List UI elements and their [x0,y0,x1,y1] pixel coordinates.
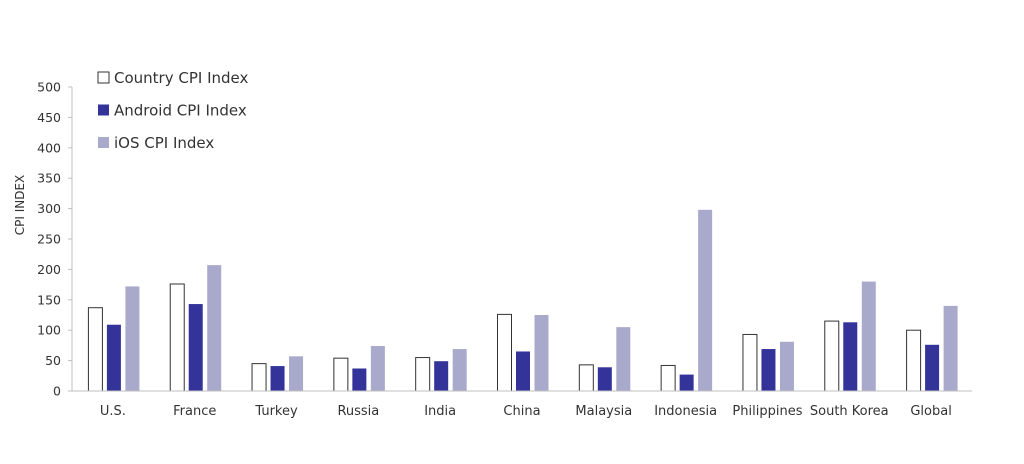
bar-android-cpi-index [188,304,203,391]
bar-android-cpi-index [516,351,530,391]
bar-country-cpi-index [415,357,431,392]
x-tick-label: Indonesia [654,404,717,419]
bar-android-cpi-index [597,367,612,391]
bar-ios-cpi-index [861,281,876,391]
legend-label: Android CPI Index [114,102,247,120]
legend-label: iOS CPI Index [114,134,214,152]
bar-ios-cpi-index [452,349,467,391]
bar-ios-cpi-index [616,327,631,391]
x-tick-label: Global [910,404,951,419]
x-tick-label: U.S. [100,404,126,419]
bar-ios-cpi-index [698,209,713,391]
y-tick-label: 0 [53,384,61,399]
x-tick-label: China [503,404,540,419]
bar-country-cpi-index [497,313,512,392]
y-axis-title: CPI INDEX [13,175,27,236]
bar-country-cpi-index [169,283,185,392]
legend-label: Country CPI Index [114,69,248,87]
x-axis: U.S. France Turkey Russia India China Malaysia… [72,390,972,419]
x-tick-label: Malaysia [575,404,632,419]
y-axis: 0 50 100 150 200 250 300 350 400 450 500 [37,80,73,399]
bar-android-cpi-index [106,324,121,391]
bar-ios-cpi-index [289,356,304,391]
x-tick-label: Philippines [732,404,802,419]
legend: Country CPI Index Android CPI Index iOS CP… [97,69,248,152]
y-tick-label: 100 [37,323,61,338]
bar-android-cpi-index [679,374,694,391]
bar-country-cpi-index [578,364,594,392]
bar-android-cpi-index [761,349,776,391]
y-tick-label: 350 [37,171,61,186]
bar-android-cpi-index [270,366,285,391]
bar-ios-cpi-index [943,305,958,391]
y-tick-label: 300 [37,201,61,216]
bar-android-cpi-index [925,344,940,391]
x-tick-label: South Korea [810,404,889,419]
y-tick-label: 400 [37,140,61,155]
bar-country-cpi-index [660,364,676,392]
bar-ios-cpi-index [534,315,549,391]
bar-country-cpi-index [906,329,922,392]
y-tick-label: 150 [37,292,61,307]
y-tick-label: 450 [37,110,61,125]
bar-country-cpi-index [251,363,267,392]
bar-android-cpi-index [843,322,858,391]
bar-country-cpi-index [87,307,103,392]
y-tick-label: 500 [37,80,61,95]
legend-swatch [98,104,109,116]
bar-country-cpi-index [742,333,758,392]
bar-ios-cpi-index [125,286,140,391]
bars-group [87,209,958,392]
bar-ios-cpi-index [370,346,385,391]
y-tick-label: 50 [45,353,61,368]
bar-country-cpi-index [824,320,840,392]
bar-android-cpi-index [434,361,449,391]
x-tick-label: France [173,404,216,419]
y-tick-label: 200 [37,262,61,277]
bar-ios-cpi-index [779,341,794,391]
legend-swatch [97,71,110,84]
x-tick-label: India [424,404,456,419]
y-tick-label: 250 [37,232,61,247]
bar-android-cpi-index [352,368,367,391]
bar-ios-cpi-index [207,265,222,391]
bar-country-cpi-index [333,357,349,392]
x-tick-label: Turkey [254,404,298,419]
legend-swatch [98,137,109,148]
x-tick-label: Russia [337,404,379,419]
